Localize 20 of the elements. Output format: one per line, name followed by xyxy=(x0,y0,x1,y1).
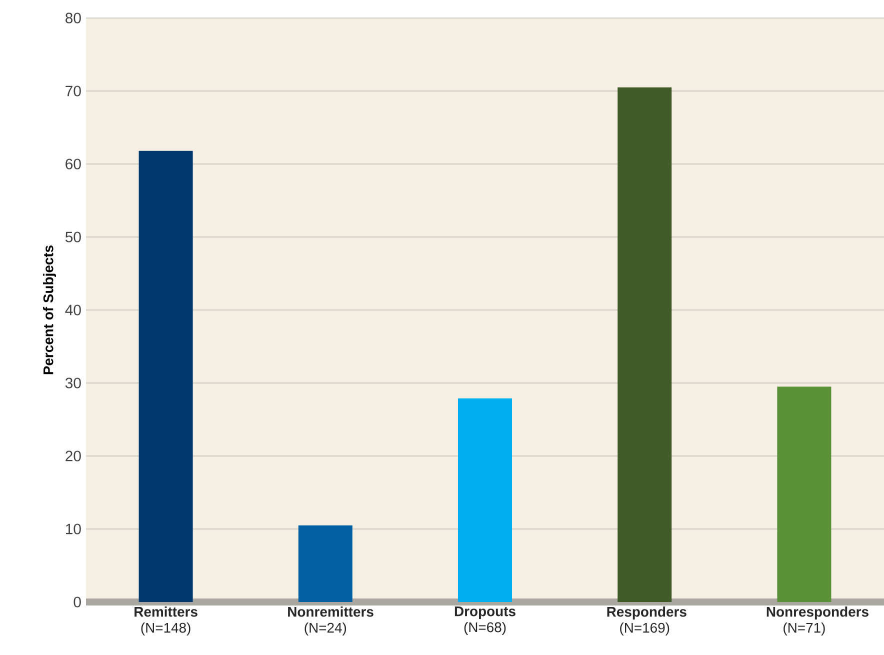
y-tick-label: 20 xyxy=(66,450,81,462)
y-tick-label: 0 xyxy=(74,596,81,608)
y-tick-label: 30 xyxy=(65,378,81,388)
bar xyxy=(298,525,352,602)
y-tick-label: 10 xyxy=(66,524,81,534)
bar xyxy=(777,386,832,602)
y-axis-title: Percent of Subjects xyxy=(43,245,56,374)
bar xyxy=(618,87,672,602)
y-tick-label: 50 xyxy=(65,232,81,242)
x-tick-label: Remitters (N=148) xyxy=(134,606,198,636)
x-tick-label: Nonremitters (N=24) xyxy=(288,606,374,636)
y-tick-label: 70 xyxy=(66,86,81,96)
bar xyxy=(138,150,193,602)
y-tick-label: 60 xyxy=(66,158,81,170)
bar xyxy=(458,398,512,602)
y-tick-label: 80 xyxy=(66,12,81,24)
x-tick-label: Nonresponders (N=71) xyxy=(766,606,868,636)
x-tick-label: Responders (N=169) xyxy=(607,606,686,636)
x-tick-label: Dropouts (N=68) xyxy=(454,606,516,635)
y-tick-label: 40 xyxy=(65,304,81,316)
